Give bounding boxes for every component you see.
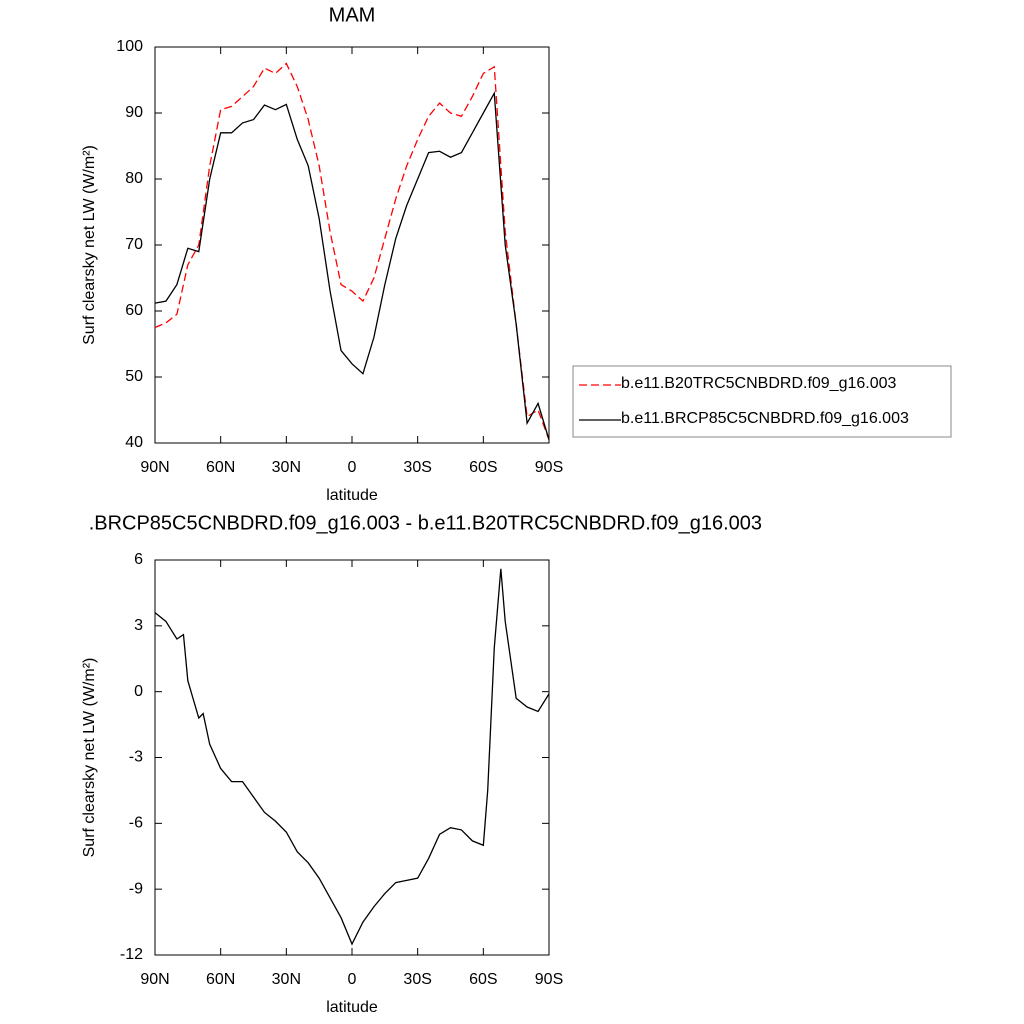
x-tick-label: 30S [403,459,431,476]
x-axis-label: latitude [326,487,378,504]
x-tick-label: 60S [469,971,497,988]
y-tick-label: -3 [129,749,143,766]
y-axis-label: Surf clearsky net LW (W/m²) [81,145,98,345]
x-tick-label: 90S [535,971,563,988]
x-tick-label: 90S [535,459,563,476]
plot-frame [154,559,550,956]
data-line [154,62,550,440]
legend-label: b.e11.B20TRC5CNBDRD.f09_g16.003 [621,375,897,392]
y-tick-label: -12 [120,946,143,963]
x-tick-label: 90N [140,971,169,988]
y-tick-label: 0 [134,683,143,700]
x-tick-label: 30N [272,971,301,988]
y-axis-label: Surf clearsky net LW (W/m²) [81,658,98,858]
x-tick-label: 0 [348,459,357,476]
x-axis-label: latitude [326,999,378,1016]
x-tick-label: 0 [348,971,357,988]
y-tick-label: -6 [129,815,143,832]
x-tick-label: 30N [272,459,301,476]
y-tick-label: 50 [125,368,143,385]
x-tick-label: 60S [469,459,497,476]
y-tick-label: 40 [125,434,143,451]
y-tick-label: 80 [125,170,143,187]
x-tick-label: 30S [403,971,431,988]
y-tick-label: 60 [125,302,143,319]
x-tick-label: 60N [206,971,235,988]
plot-frame [154,46,550,444]
chart-title: MAM [329,4,376,26]
y-tick-label: -9 [129,880,143,897]
y-tick-label: 6 [134,551,143,568]
x-tick-label: 90N [140,459,169,476]
data-line [154,568,550,946]
y-tick-label: 100 [116,38,143,55]
y-tick-label: 90 [125,104,143,121]
y-tick-label: 70 [125,236,143,253]
x-tick-label: 60N [206,459,235,476]
legend-box [572,365,952,438]
legend-label: b.e11.BRCP85C5CNBDRD.f09_g16.003 [621,410,909,427]
y-tick-label: 3 [134,617,143,634]
chart-title: .BRCP85C5CNBDRD.f09_g16.003 - b.e11.B20T… [89,512,762,534]
data-line [154,90,550,440]
